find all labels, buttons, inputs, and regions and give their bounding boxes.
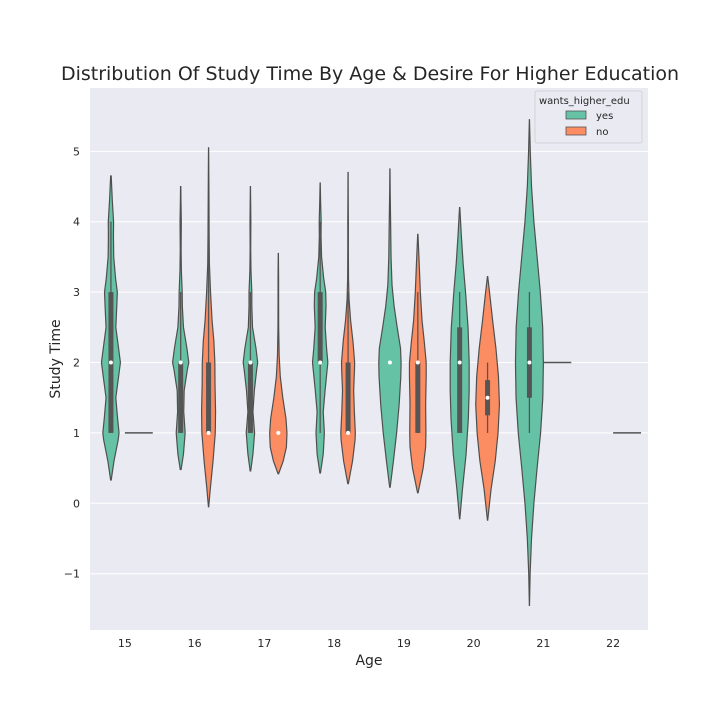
y-tick-label: −1 [64, 568, 80, 581]
x-tick-label: 17 [257, 637, 271, 650]
violin-median [108, 360, 113, 365]
legend-label-no: no [596, 127, 608, 138]
legend: wants_higher_edu yes no [534, 90, 643, 144]
violin-median [387, 360, 392, 365]
violin-median [206, 430, 211, 435]
violin-body [269, 252, 288, 475]
legend-label-yes: yes [596, 111, 613, 122]
violin-no-20 [475, 276, 501, 521]
violin-iqr-box [415, 362, 421, 433]
violin-iqr-box [206, 362, 212, 433]
legend-box [534, 90, 643, 144]
legend-swatch-yes [565, 110, 587, 120]
y-tick-label: 4 [73, 216, 80, 229]
y-tick-label: 2 [73, 357, 80, 370]
violin-yes-20 [449, 207, 470, 520]
x-tick-label: 21 [536, 637, 550, 650]
violin-median [318, 360, 323, 365]
y-tick-label: 0 [73, 497, 80, 510]
violin-median [346, 430, 351, 435]
violin-iqr-box [247, 362, 253, 433]
violin-no-19 [408, 233, 427, 494]
violin-iqr-box [178, 362, 184, 433]
x-tick-label: 22 [606, 637, 620, 650]
violin-yes-16 [171, 185, 190, 471]
x-tick-label: 16 [188, 637, 202, 650]
violin-median [276, 430, 281, 435]
violins [100, 119, 642, 606]
violin-median [248, 360, 253, 365]
y-tick-label: 5 [73, 145, 80, 158]
violin-no-18 [340, 171, 356, 485]
violin-iqr-box [345, 362, 351, 433]
violin-median [415, 360, 420, 365]
violin-iqr-box [317, 292, 323, 363]
y-tick-label: 3 [73, 286, 80, 299]
x-tick-label: 19 [397, 637, 411, 650]
y-tick-labels: −1 0 1 2 3 4 5 [64, 145, 80, 580]
x-axis-label: Age [355, 653, 382, 669]
violin-yes-19 [378, 168, 402, 488]
y-axis-label: Study Time [48, 319, 64, 398]
x-tick-label: 15 [118, 637, 132, 650]
violin-yes-18 [311, 182, 329, 474]
violin-median [527, 360, 532, 365]
chart-title: Distribution Of Study Time By Age & Desi… [61, 63, 679, 85]
violin-no-17 [269, 252, 288, 475]
legend-title: wants_higher_edu [539, 96, 630, 107]
violin-no-16 [200, 147, 217, 508]
violin-yes-15 [100, 175, 122, 481]
x-tick-labels: 15 16 17 18 19 20 21 22 [118, 637, 620, 650]
violin-yes-21 [514, 119, 544, 606]
violin-body [378, 168, 402, 488]
violin-yes-17 [242, 185, 259, 472]
violin-median [485, 395, 490, 400]
violin-median [178, 360, 183, 365]
x-tick-label: 20 [467, 637, 481, 650]
violin-median [457, 360, 462, 365]
y-tick-label: 1 [73, 427, 80, 440]
x-tick-label: 18 [327, 637, 341, 650]
violin-iqr-box [457, 327, 463, 433]
legend-swatch-no [565, 126, 587, 136]
